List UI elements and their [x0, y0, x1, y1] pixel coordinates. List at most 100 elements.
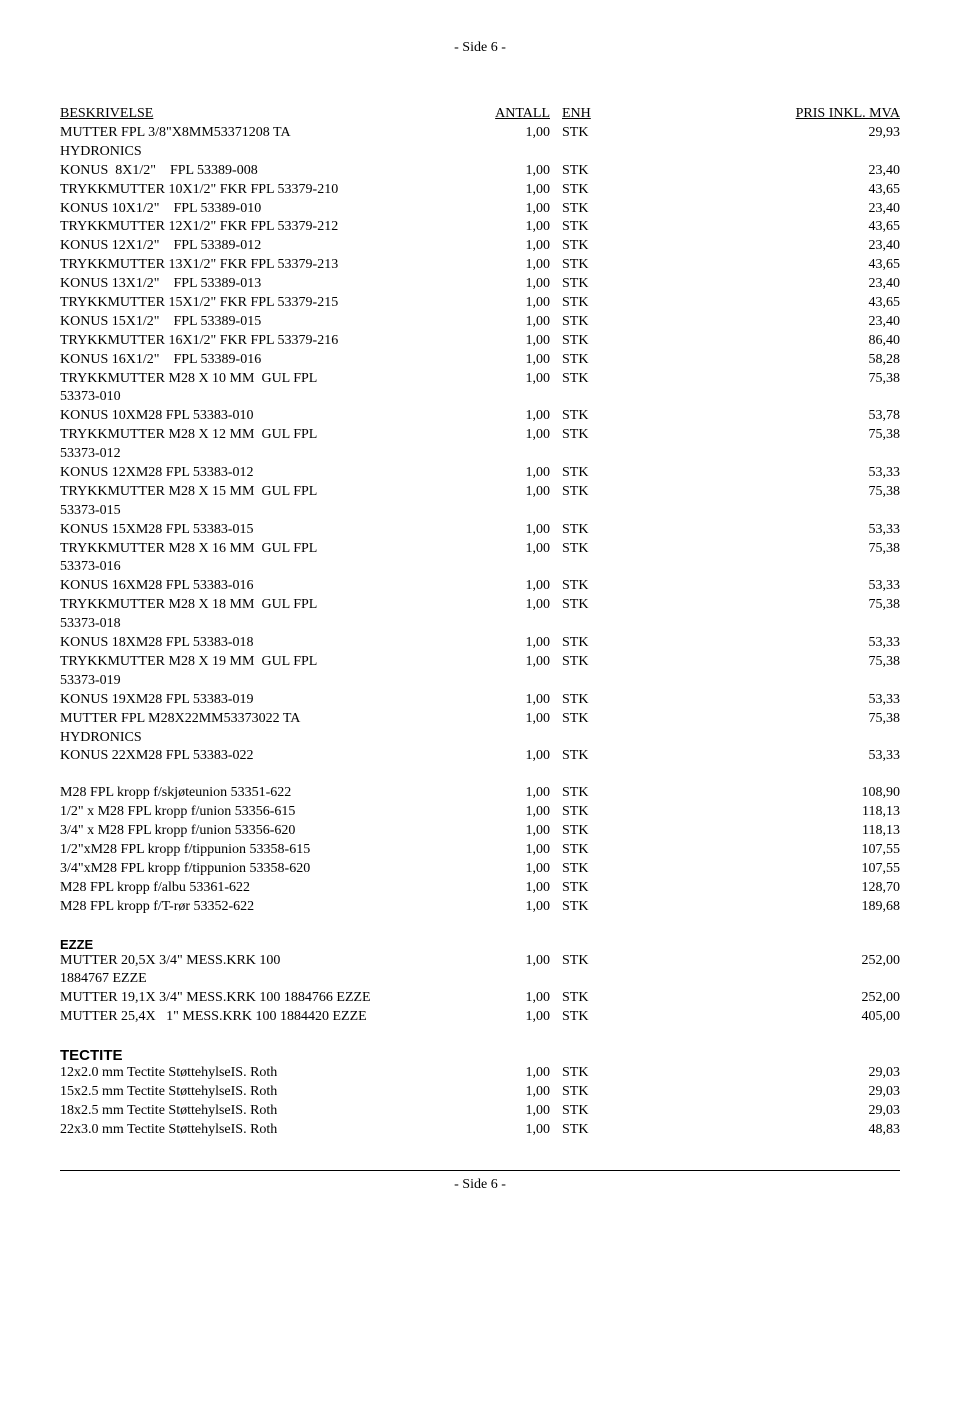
table-row: M28 FPL kropp f/T-rør 53352-6221,00STK18… — [60, 898, 900, 917]
cell-price: 29,03 — [760, 1083, 900, 1102]
cell-description: 12x2.0 mm Tectite StøttehylseIS. Roth — [60, 1064, 490, 1083]
cell-price: 75,38 — [760, 653, 900, 691]
cell-unit: STK — [556, 577, 612, 596]
cell-gap — [612, 1121, 760, 1140]
cell-unit: STK — [556, 989, 612, 1008]
cell-qty: 1,00 — [490, 483, 556, 521]
cell-description: KONUS 10XM28 FPL 53383-010 — [60, 407, 490, 426]
section-spacer — [60, 766, 900, 784]
cell-description: TRYKKMUTTER 13X1/2" FKR FPL 53379-213 — [60, 256, 490, 275]
cell-gap — [612, 653, 760, 691]
cell-qty: 1,00 — [490, 596, 556, 634]
table-row: MUTTER 20,5X 3/4" MESS.KRK 100 1884767 E… — [60, 952, 900, 990]
cell-qty: 1,00 — [490, 1102, 556, 1121]
cell-price: 75,38 — [760, 370, 900, 408]
table-row: TRYKKMUTTER M28 X 15 MM GUL FPL 53373-01… — [60, 483, 900, 521]
cell-unit: STK — [556, 1064, 612, 1083]
cell-qty: 1,00 — [490, 540, 556, 578]
cell-price: 43,65 — [760, 256, 900, 275]
table-row: TRYKKMUTTER M28 X 16 MM GUL FPL 53373-01… — [60, 540, 900, 578]
cell-description: KONUS 19XM28 FPL 53383-019 — [60, 691, 490, 710]
section-spacer — [60, 917, 900, 935]
table-row: KONUS 12XM28 FPL 53383-0121,00STK53,33 — [60, 464, 900, 483]
cell-description: TRYKKMUTTER M28 X 15 MM GUL FPL 53373-01… — [60, 483, 490, 521]
cell-price: 107,55 — [760, 841, 900, 860]
cell-qty: 1,00 — [490, 653, 556, 691]
table-row: KONUS 22XM28 FPL 53383-0221,00STK53,33 — [60, 747, 900, 766]
cell-description: KONUS 10X1/2" FPL 53389-010 — [60, 200, 490, 219]
cell-description: MUTTER 19,1X 3/4" MESS.KRK 100 1884766 E… — [60, 989, 490, 1008]
cell-gap — [612, 1008, 760, 1027]
cell-qty: 1,00 — [490, 879, 556, 898]
cell-description: KONUS 12XM28 FPL 53383-012 — [60, 464, 490, 483]
cell-description: 3/4"xM28 FPL kropp f/tippunion 53358-620 — [60, 860, 490, 879]
cell-unit: STK — [556, 294, 612, 313]
cell-description: 22x3.0 mm Tectite StøttehylseIS. Roth — [60, 1121, 490, 1140]
cell-qty: 1,00 — [490, 181, 556, 200]
cell-price: 23,40 — [760, 162, 900, 181]
cell-price: 75,38 — [760, 596, 900, 634]
cell-description: TRYKKMUTTER M28 X 10 MM GUL FPL 53373-01… — [60, 370, 490, 408]
header-gap — [612, 106, 760, 122]
table-row: MUTTER 25,4X 1" MESS.KRK 100 1884420 EZZ… — [60, 1008, 900, 1027]
cell-description: KONUS 12X1/2" FPL 53389-012 — [60, 237, 490, 256]
table-row: 15x2.5 mm Tectite StøttehylseIS. Roth1,0… — [60, 1083, 900, 1102]
cell-gap — [612, 407, 760, 426]
header-unit: ENH — [556, 106, 612, 122]
cell-unit: STK — [556, 407, 612, 426]
section-spacer — [60, 1027, 900, 1045]
table-row: KONUS 8X1/2" FPL 53389-0081,00STK23,40 — [60, 162, 900, 181]
cell-qty: 1,00 — [490, 1083, 556, 1102]
cell-qty: 1,00 — [490, 237, 556, 256]
cell-gap — [612, 483, 760, 521]
cell-price: 252,00 — [760, 989, 900, 1008]
cell-gap — [612, 218, 760, 237]
cell-qty: 1,00 — [490, 313, 556, 332]
cell-gap — [612, 162, 760, 181]
table-row: TRYKKMUTTER M28 X 18 MM GUL FPL 53373-01… — [60, 596, 900, 634]
cell-description: TRYKKMUTTER M28 X 12 MM GUL FPL 53373-01… — [60, 426, 490, 464]
cell-unit: STK — [556, 803, 612, 822]
header-description: BESKRIVELSE — [60, 106, 490, 122]
cell-unit: STK — [556, 1083, 612, 1102]
cell-unit: STK — [556, 351, 612, 370]
cell-gap — [612, 860, 760, 879]
cell-description: M28 FPL kropp f/skjøteunion 53351-622 — [60, 784, 490, 803]
cell-price: 23,40 — [760, 275, 900, 294]
cell-gap — [612, 784, 760, 803]
cell-description: KONUS 18XM28 FPL 53383-018 — [60, 634, 490, 653]
header-qty: ANTALL — [490, 106, 556, 122]
table-row: KONUS 18XM28 FPL 53383-0181,00STK53,33 — [60, 634, 900, 653]
cell-gap — [612, 879, 760, 898]
table-row: KONUS 13X1/2" FPL 53389-0131,00STK23,40 — [60, 275, 900, 294]
cell-qty: 1,00 — [490, 803, 556, 822]
table-row: TRYKKMUTTER 15X1/2" FKR FPL 53379-2151,0… — [60, 294, 900, 313]
cell-qty: 1,00 — [490, 521, 556, 540]
cell-description: KONUS 15XM28 FPL 53383-015 — [60, 521, 490, 540]
cell-description: 1/2" x M28 FPL kropp f/union 53356-615 — [60, 803, 490, 822]
cell-unit: STK — [556, 691, 612, 710]
cell-price: 53,33 — [760, 464, 900, 483]
cell-unit: STK — [556, 952, 612, 990]
cell-qty: 1,00 — [490, 426, 556, 464]
page-header: - Side 6 - — [60, 40, 900, 56]
cell-price: 43,65 — [760, 181, 900, 200]
cell-description: 15x2.5 mm Tectite StøttehylseIS. Roth — [60, 1083, 490, 1102]
cell-price: 189,68 — [760, 898, 900, 917]
cell-description: TRYKKMUTTER 10X1/2" FKR FPL 53379-210 — [60, 181, 490, 200]
cell-price: 48,83 — [760, 1121, 900, 1140]
cell-unit: STK — [556, 879, 612, 898]
table-row: TRYKKMUTTER M28 X 19 MM GUL FPL 53373-01… — [60, 653, 900, 691]
cell-gap — [612, 822, 760, 841]
table-row: MUTTER FPL 3/8"X8MM53371208 TA HYDRONICS… — [60, 124, 900, 162]
cell-qty: 1,00 — [490, 294, 556, 313]
table-row: MUTTER 19,1X 3/4" MESS.KRK 100 1884766 E… — [60, 989, 900, 1008]
cell-unit: STK — [556, 313, 612, 332]
table-row: 3/4" x M28 FPL kropp f/union 53356-6201,… — [60, 822, 900, 841]
cell-price: 53,78 — [760, 407, 900, 426]
cell-price: 405,00 — [760, 1008, 900, 1027]
cell-qty: 1,00 — [490, 407, 556, 426]
table-row: TRYKKMUTTER 12X1/2" FKR FPL 53379-2121,0… — [60, 218, 900, 237]
table-row: KONUS 15X1/2" FPL 53389-0151,00STK23,40 — [60, 313, 900, 332]
cell-price: 75,38 — [760, 426, 900, 464]
